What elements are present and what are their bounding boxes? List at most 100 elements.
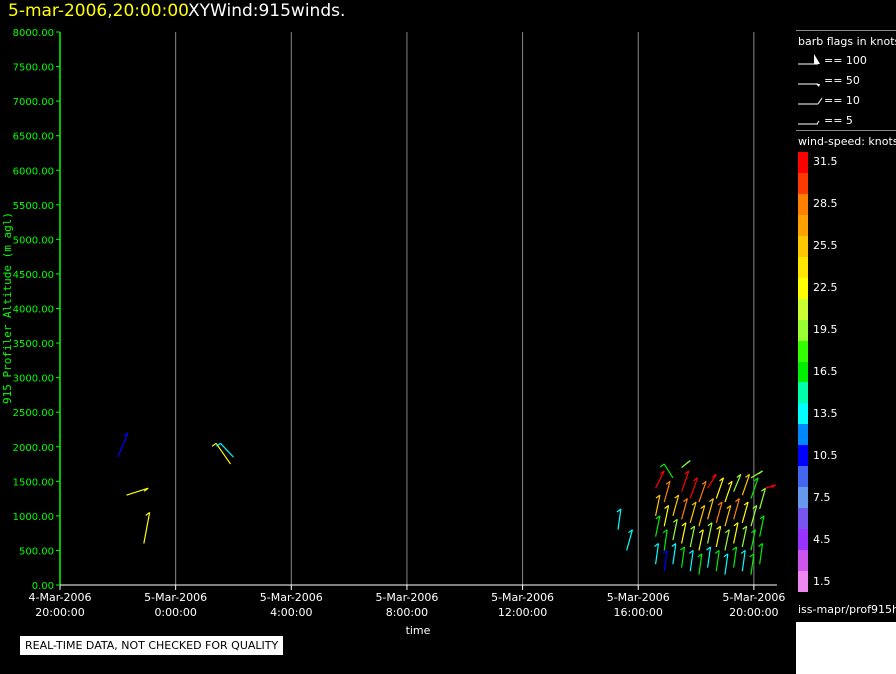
x-tick-time-0: 20:00:00 (35, 606, 84, 619)
wind-barb (681, 460, 691, 468)
wind-barb (654, 515, 661, 537)
barb-legend-item: == 10 (798, 94, 860, 107)
colorbar-label: 4.5 (813, 532, 831, 546)
barb-legend-item: == 5 (798, 114, 853, 127)
wind-barb (681, 498, 688, 520)
wind-barb (714, 549, 720, 572)
barb-legend-label: == 10 (824, 94, 860, 107)
x-tick-date-3: 5-Mar-2006 (375, 591, 438, 604)
wind-barb (126, 487, 149, 496)
wind-barb (732, 546, 738, 568)
x-tick-time-5: 16:00:00 (614, 606, 663, 619)
colorbar-swatch (798, 403, 808, 425)
wind-barb (117, 432, 129, 458)
colorbar-label: 13.5 (813, 406, 838, 420)
wind-barb (750, 470, 763, 479)
colorbar-label: 16.5 (813, 365, 838, 378)
wind-barb (662, 549, 668, 572)
x-tick-date-4: 5-Mar-2006 (491, 591, 554, 604)
wind-barb (698, 505, 706, 527)
x-tick-time-1: 0:00:00 (154, 606, 196, 619)
colorbar-swatch (798, 550, 808, 572)
grid-lines (175, 32, 755, 585)
barb-legend-title: barb flags in knots (798, 35, 896, 48)
wind-barb (698, 529, 704, 551)
y-tick-label-1: 500.00 (19, 546, 54, 557)
wind-barb (659, 463, 674, 479)
wind-barb (654, 494, 661, 516)
wind-barb (765, 484, 776, 489)
colorbar-swatch (798, 172, 808, 195)
wind-barb (750, 529, 756, 551)
wind-barb (698, 480, 707, 503)
wind-barb (689, 501, 697, 523)
product-title: XYWind:915winds. (188, 1, 346, 21)
x-tick-time-4: 12:00:00 (498, 606, 547, 619)
y-tick-label-15: 7500.00 (13, 63, 54, 74)
y-tick-label-2: 1000.00 (13, 512, 54, 523)
colorbar-swatch (798, 214, 808, 237)
colorbar-label: 19.5 (813, 323, 838, 337)
colorbar-swatch (798, 152, 808, 174)
x-tick-time-2: 4:00:00 (270, 606, 312, 619)
wind-barb (662, 529, 668, 551)
colorbar-swatch (798, 382, 808, 404)
wind-barb (663, 505, 670, 527)
barb-legend-label: == 100 (824, 54, 867, 67)
wind-barb (707, 473, 717, 489)
x-tick-time-3: 8:00:00 (386, 606, 428, 619)
colorbar-swatch (798, 424, 808, 446)
colorbar-swatch (798, 340, 808, 362)
legend-separator-top (796, 30, 896, 31)
x-tick-date-6: 5-Mar-2006 (722, 591, 785, 604)
wind-barb (688, 549, 694, 572)
x-tick-date-0: 4-Mar-2006 (29, 591, 92, 604)
y-tick-label-0: 0.00 (32, 581, 54, 592)
barb-legend-item: == 100 (798, 54, 867, 67)
wind-barb (750, 505, 758, 527)
colorbar-swatch (798, 193, 808, 216)
wind-barb (741, 501, 749, 523)
wind-barb (706, 546, 712, 568)
wind-barb (689, 525, 696, 548)
wind-barb (759, 515, 765, 537)
wind-barb (733, 522, 739, 544)
y-tick-label-7: 3500.00 (13, 339, 54, 350)
barb-legend-item: == 50 (798, 74, 860, 87)
colorbar-swatch (798, 235, 808, 258)
y-tick-label-11: 5500.00 (13, 201, 54, 212)
quality-disclaimer: REAL-TIME DATA, NOT CHECKED FOR QUALITY (20, 636, 284, 655)
wind-barb (715, 477, 725, 499)
wind-barb (733, 473, 742, 492)
barb-legend-label: == 50 (824, 74, 860, 87)
colorbar-label: 25.5 (813, 239, 838, 253)
colorbar-label: 10.5 (813, 448, 838, 462)
colorbar-label: 1.5 (813, 574, 831, 588)
source-label: iss-mapr/prof915h (798, 603, 896, 616)
x-axis-label: time (406, 624, 431, 637)
y-tick-label-3: 1500.00 (13, 477, 54, 488)
barb-legend-glyphs: == 100 == 50 == 10 == 5 (798, 54, 867, 127)
y-tick-label-12: 6000.00 (13, 166, 54, 177)
x-tick-date-2: 5-Mar-2006 (260, 591, 323, 604)
wind-barb (671, 543, 677, 565)
y-tick-label-5: 2500.00 (13, 408, 54, 419)
wind-barb (724, 505, 732, 527)
colorbar-swatch (798, 466, 808, 488)
wind-barb (689, 477, 699, 499)
wind-barb (663, 480, 671, 503)
wind-barb (758, 543, 764, 565)
y-tick-label-6: 3000.00 (13, 374, 54, 385)
colorbar-swatch (798, 571, 808, 593)
wind-barb (211, 442, 232, 465)
y-tick-label-13: 6500.00 (13, 132, 54, 143)
y-tick-label-4: 2000.00 (13, 443, 54, 454)
blank-panel (796, 622, 896, 674)
wind-barb (759, 487, 767, 510)
wind-barb (740, 549, 746, 572)
colorbar-swatch (798, 487, 808, 509)
colorbar-swatch (798, 361, 808, 383)
wind-barb (724, 529, 730, 551)
colorbar-swatch (798, 319, 808, 342)
colorbar-swatch (798, 277, 808, 300)
